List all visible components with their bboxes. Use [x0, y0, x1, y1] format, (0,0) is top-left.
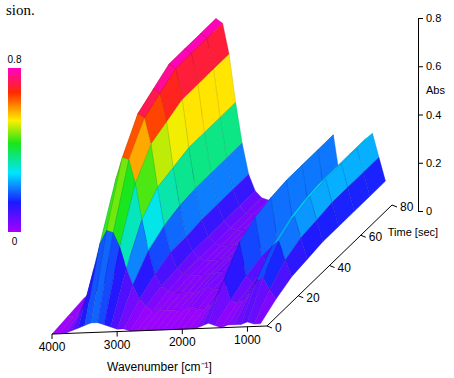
colorbar: 00.8 — [8, 54, 22, 247]
colorbar-tick-label: 0 — [12, 236, 18, 247]
z-tick-mark — [418, 18, 423, 19]
x-tick — [247, 327, 248, 332]
y-axis: 0 20 40 60 80 Time [sec] — [267, 200, 438, 335]
y-tick-label: 80 — [400, 200, 414, 214]
y-tick-label: 20 — [306, 291, 320, 305]
x-tick-label: 3000 — [104, 338, 131, 352]
z-axis-title: Abs — [426, 84, 445, 96]
x-axis: 4000 3000 2000 1000 Wavenumber [cm⁻¹] — [39, 326, 267, 374]
caption-fragment: sion. — [6, 2, 35, 18]
z-tick-label: 0.8 — [426, 12, 441, 24]
colorbar-bar — [8, 68, 21, 232]
x-tick-label: 1000 — [234, 333, 261, 347]
x-tick-label: 4000 — [39, 340, 66, 354]
y-tick-label: 40 — [338, 261, 352, 275]
z-tick: 0.4 — [418, 109, 441, 121]
y-axis-line — [267, 205, 392, 326]
y-tick-label: 0 — [275, 321, 282, 335]
z-tick-mark — [418, 211, 423, 212]
surface-cell — [254, 290, 276, 324]
z-tick: 0.2 — [418, 157, 441, 169]
x-tick — [182, 329, 183, 334]
z-tick-mark — [418, 115, 423, 116]
z-tick: 0.6 — [418, 60, 441, 72]
y-tick-label: 60 — [369, 230, 383, 244]
x-tick — [52, 334, 53, 339]
z-tick-label: 0.6 — [426, 60, 441, 72]
y-tick — [267, 326, 272, 328]
y-tick — [298, 296, 303, 298]
x-tick — [117, 332, 118, 337]
surface-cell — [270, 260, 292, 299]
x-tick-label: 2000 — [169, 335, 196, 349]
y-axis-title: Time [sec] — [388, 226, 438, 238]
colorbar-tick-label: 0.8 — [8, 54, 22, 65]
z-tick-mark — [418, 66, 423, 67]
y-tick — [392, 205, 397, 207]
surface — [52, 19, 385, 334]
z-tick: 0 — [418, 205, 432, 217]
z-tick-label: 0.2 — [426, 157, 441, 169]
chart: 4000 3000 2000 1000 Wavenumber [cm⁻¹] 0 20 40 60… — [0, 0, 454, 378]
z-tick-mark — [418, 163, 423, 164]
y-tick — [330, 266, 335, 268]
y-tick — [361, 235, 366, 237]
x-axis-title: Wavenumber [cm⁻¹] — [107, 360, 212, 374]
z-tick: 0.8 — [418, 12, 441, 24]
z-axis: 0 0.2 0.4 0.6 0.8 — [418, 12, 441, 217]
z-tick-label: 0.4 — [426, 109, 441, 121]
z-tick-label: 0 — [426, 205, 432, 217]
